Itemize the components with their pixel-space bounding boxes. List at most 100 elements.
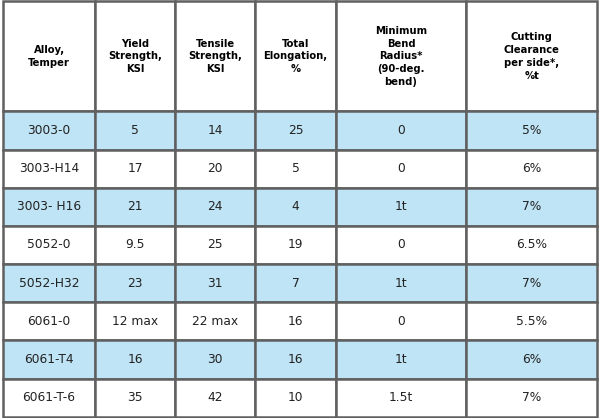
Bar [95,302,175,340]
Text: 7: 7 [292,277,299,290]
Text: Yield
Strength,
KSI: Yield Strength, KSI [108,38,162,74]
Text: 6061-T-6: 6061-T-6 [23,391,76,404]
Text: 3003- H16: 3003- H16 [17,200,81,213]
Bar [466,111,597,150]
Bar [175,340,256,379]
Bar [466,302,597,340]
Text: 1t: 1t [395,277,407,290]
Bar [3,302,95,340]
Bar [256,188,335,226]
Text: 25: 25 [288,124,304,137]
Bar [466,150,597,188]
Bar [175,226,256,264]
Bar [335,302,466,340]
Bar [335,264,466,302]
Bar [466,188,597,226]
Text: 5%: 5% [522,124,541,137]
Bar [466,379,597,417]
Text: 42: 42 [208,391,223,404]
Bar [256,1,335,111]
Bar [175,302,256,340]
Bar [95,379,175,417]
Text: 6%: 6% [522,162,541,175]
Text: Tensile
Strength,
KSI: Tensile Strength, KSI [188,38,242,74]
Bar [256,150,335,188]
Bar [256,111,335,150]
Text: 23: 23 [127,277,143,290]
Text: 6061-0: 6061-0 [28,315,71,328]
Text: Minimum
Bend
Radius*
(90-deg.
bend): Minimum Bend Radius* (90-deg. bend) [375,25,427,87]
Bar [95,264,175,302]
Bar [3,379,95,417]
Bar [175,264,256,302]
Bar [466,1,597,111]
Text: 6061-T4: 6061-T4 [24,353,74,366]
Bar [3,150,95,188]
Text: 20: 20 [208,162,223,175]
Text: 5052-0: 5052-0 [27,238,71,252]
Text: 12 max: 12 max [112,315,158,328]
Text: 4: 4 [292,200,299,213]
Text: 5.5%: 5.5% [516,315,547,328]
Bar [175,379,256,417]
Text: 7%: 7% [522,391,541,404]
Text: 24: 24 [208,200,223,213]
Text: 31: 31 [208,277,223,290]
Bar [335,111,466,150]
Bar [256,226,335,264]
Text: 0: 0 [397,315,405,328]
Bar [3,226,95,264]
Text: 10: 10 [288,391,303,404]
Bar [175,188,256,226]
Bar [175,1,256,111]
Bar [335,150,466,188]
Bar [335,340,466,379]
Text: 14: 14 [208,124,223,137]
Text: 19: 19 [288,238,303,252]
Text: 17: 17 [127,162,143,175]
Bar [175,150,256,188]
Bar [256,340,335,379]
Text: 21: 21 [127,200,143,213]
Text: 1t: 1t [395,353,407,366]
Text: 6.5%: 6.5% [516,238,547,252]
Text: 30: 30 [208,353,223,366]
Bar [95,1,175,111]
Text: 9.5: 9.5 [125,238,145,252]
Bar [95,111,175,150]
Text: 6%: 6% [522,353,541,366]
Bar [466,226,597,264]
Text: Total
Elongation,
%: Total Elongation, % [263,38,328,74]
Text: 0: 0 [397,238,405,252]
Text: 0: 0 [397,124,405,137]
Bar [466,340,597,379]
Bar [3,111,95,150]
Bar [3,340,95,379]
Bar [95,188,175,226]
Text: 1.5t: 1.5t [389,391,413,404]
Text: 16: 16 [288,353,303,366]
Text: 1t: 1t [395,200,407,213]
Bar [335,226,466,264]
Text: 3003-H14: 3003-H14 [19,162,79,175]
Bar [256,379,335,417]
Bar [3,1,95,111]
Text: 7%: 7% [522,277,541,290]
Text: 25: 25 [208,238,223,252]
Bar [95,226,175,264]
Bar [256,264,335,302]
Text: 0: 0 [397,162,405,175]
Text: 16: 16 [127,353,143,366]
Text: 5: 5 [292,162,299,175]
Bar [466,264,597,302]
Bar [3,264,95,302]
Text: 22 max: 22 max [192,315,238,328]
Bar [335,188,466,226]
Bar [335,379,466,417]
Text: 3003-0: 3003-0 [28,124,71,137]
Bar [95,340,175,379]
Bar [256,302,335,340]
Text: 5: 5 [131,124,139,137]
Bar [335,1,466,111]
Text: Cutting
Clearance
per side*,
%t: Cutting Clearance per side*, %t [504,32,560,81]
